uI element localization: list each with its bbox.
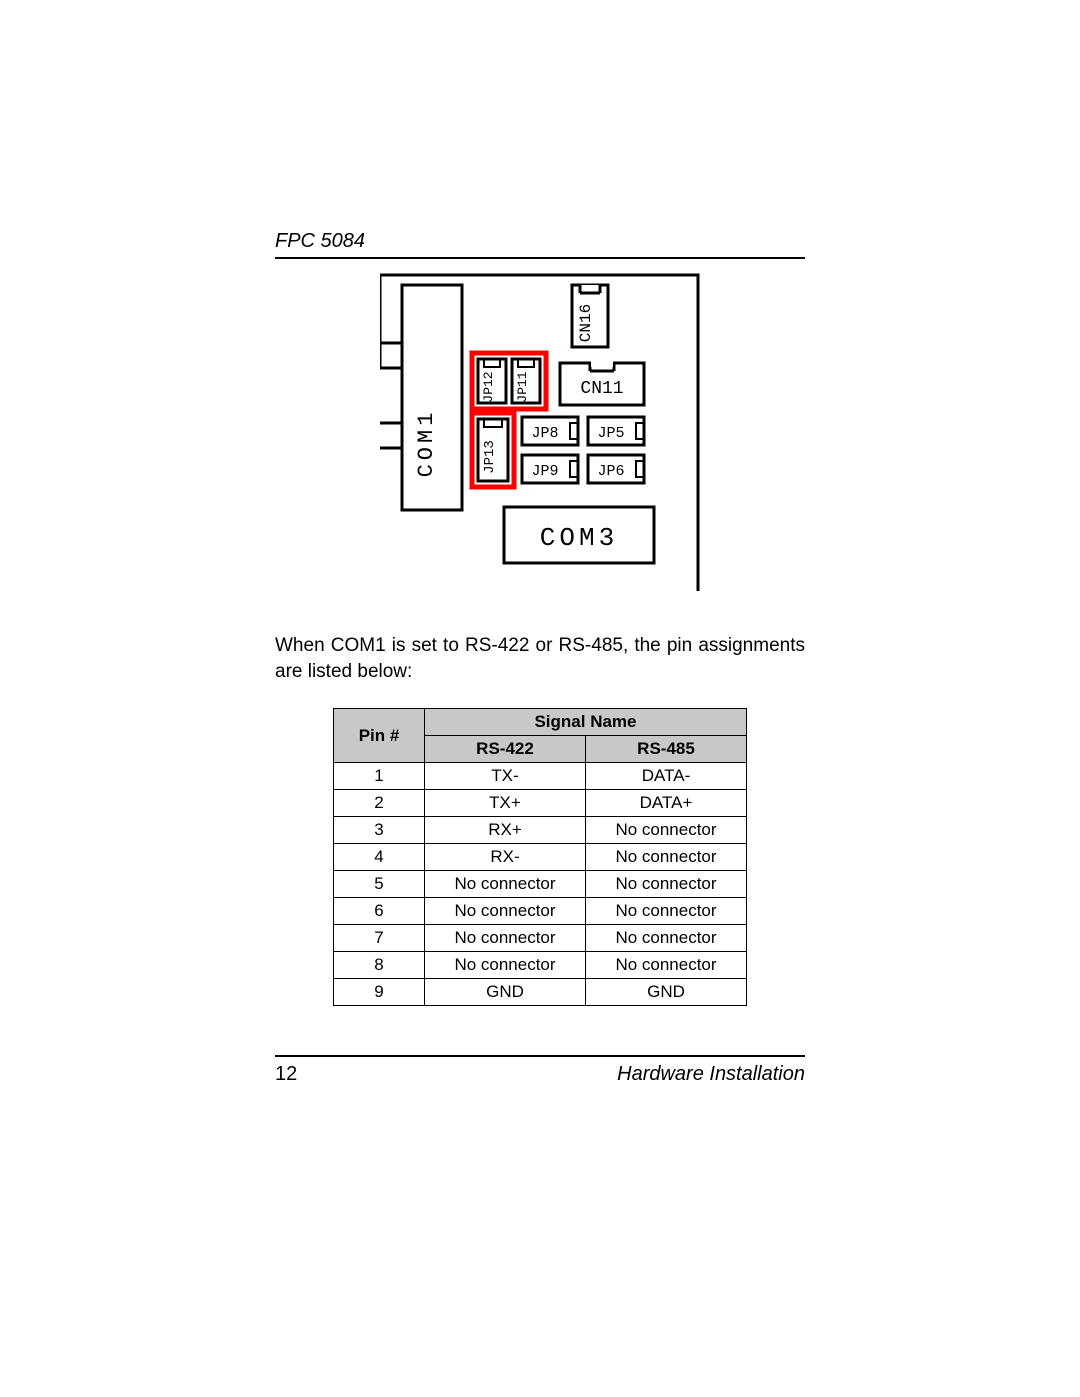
diagram-label-jp9: JP9 xyxy=(531,463,558,480)
cell-rs485: DATA- xyxy=(586,763,747,790)
diagram-label-jp11: JP11 xyxy=(515,371,530,402)
pin-table-container: Pin # Signal Name RS-422 RS-485 1TX-DATA… xyxy=(275,708,805,1006)
diagram-label-cn16: CN16 xyxy=(577,304,595,342)
diagram-label-jp8: JP8 xyxy=(531,425,558,442)
page-content: FPC 5084 COM1 xyxy=(275,230,805,1066)
diagram-label-com1: COM1 xyxy=(414,409,439,478)
cell-rs422: RX+ xyxy=(425,817,586,844)
jumper-diagram: COM1 CN16 JP12 JP11 xyxy=(380,273,700,593)
cell-pin: 4 xyxy=(334,844,425,871)
cell-pin: 5 xyxy=(334,871,425,898)
cell-pin: 3 xyxy=(334,817,425,844)
cell-rs485: No connector xyxy=(586,817,747,844)
cell-rs485: No connector xyxy=(586,844,747,871)
page-header-title: FPC 5084 xyxy=(275,230,805,253)
th-rs485: RS-485 xyxy=(586,736,747,763)
pin-table-body: 1TX-DATA-2TX+DATA+3RX+No connector4RX-No… xyxy=(334,763,747,1006)
cell-pin: 9 xyxy=(334,979,425,1006)
th-signal: Signal Name xyxy=(425,709,747,736)
cell-pin: 6 xyxy=(334,898,425,925)
header-rule xyxy=(275,257,805,259)
cell-rs485: GND xyxy=(586,979,747,1006)
table-row: 3RX+No connector xyxy=(334,817,747,844)
body-paragraph: When COM1 is set to RS-422 or RS-485, th… xyxy=(275,633,805,684)
table-row: 1TX-DATA- xyxy=(334,763,747,790)
table-row: 8No connectorNo connector xyxy=(334,952,747,979)
cell-rs422: TX+ xyxy=(425,790,586,817)
cell-rs422: RX- xyxy=(425,844,586,871)
diagram-label-jp13: JP13 xyxy=(482,440,498,474)
cell-rs422: No connector xyxy=(425,898,586,925)
th-rs422: RS-422 xyxy=(425,736,586,763)
page-footer: 12 Hardware Installation xyxy=(275,1055,805,1086)
diagram-label-jp12: JP12 xyxy=(481,371,496,402)
cell-rs485: DATA+ xyxy=(586,790,747,817)
cell-rs422: GND xyxy=(425,979,586,1006)
diagram-label-jp5: JP5 xyxy=(597,425,624,442)
cell-rs485: No connector xyxy=(586,898,747,925)
cell-pin: 1 xyxy=(334,763,425,790)
page-number: 12 xyxy=(275,1063,297,1086)
diagram-label-jp6: JP6 xyxy=(597,463,624,480)
th-pin: Pin # xyxy=(334,709,425,763)
cell-rs422: TX- xyxy=(425,763,586,790)
table-row: 2TX+DATA+ xyxy=(334,790,747,817)
table-row: 7No connectorNo connector xyxy=(334,925,747,952)
footer-rule xyxy=(275,1055,805,1057)
table-row: 9GNDGND xyxy=(334,979,747,1006)
cell-rs485: No connector xyxy=(586,871,747,898)
cell-rs485: No connector xyxy=(586,952,747,979)
diagram-container: COM1 CN16 JP12 JP11 xyxy=(275,273,805,593)
cell-rs422: No connector xyxy=(425,925,586,952)
table-row: 6No connectorNo connector xyxy=(334,898,747,925)
cell-rs422: No connector xyxy=(425,871,586,898)
footer-section: Hardware Installation xyxy=(617,1063,805,1086)
table-row: 4RX-No connector xyxy=(334,844,747,871)
table-row: 5No connectorNo connector xyxy=(334,871,747,898)
cell-pin: 8 xyxy=(334,952,425,979)
cell-pin: 2 xyxy=(334,790,425,817)
cell-pin: 7 xyxy=(334,925,425,952)
diagram-label-com3: COM3 xyxy=(540,523,618,553)
diagram-label-cn11: CN11 xyxy=(580,379,623,399)
cell-rs422: No connector xyxy=(425,952,586,979)
pin-assignment-table: Pin # Signal Name RS-422 RS-485 1TX-DATA… xyxy=(333,708,747,1006)
cell-rs485: No connector xyxy=(586,925,747,952)
